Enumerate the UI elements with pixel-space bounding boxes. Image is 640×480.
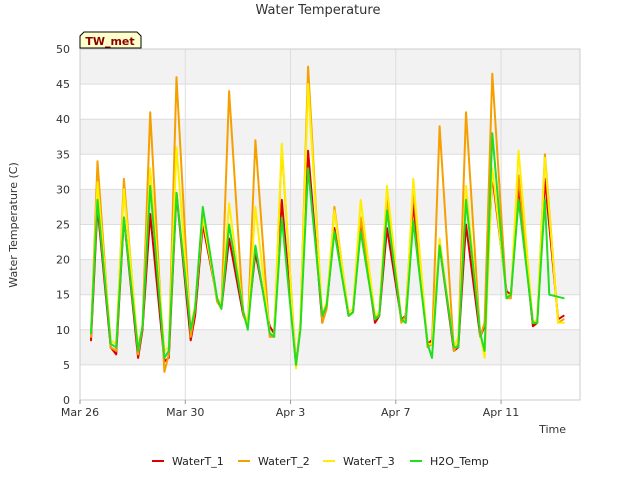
y-tick-label: 35: [56, 148, 70, 161]
y-tick-label: 40: [56, 113, 70, 126]
plot-band: [80, 364, 580, 400]
y-tick-label: 25: [56, 219, 70, 232]
legend-label: WaterT_3: [343, 455, 395, 468]
x-tick-label: Mar 30: [166, 406, 204, 419]
x-tick-label: Apr 11: [483, 406, 520, 419]
legend-label: H2O_Temp: [430, 455, 489, 468]
x-tick-label: Mar 26: [61, 406, 99, 419]
plot-band: [80, 329, 580, 365]
chart-title: Water Temperature: [256, 3, 381, 18]
y-tick-label: 50: [56, 43, 70, 56]
y-tick-label: 30: [56, 183, 70, 196]
x-tick-label: Apr 7: [381, 406, 411, 419]
y-tick-label: 0: [63, 394, 70, 407]
plot-band: [80, 84, 580, 120]
station-label-box: TW_met: [79, 31, 142, 49]
y-tick-label: 10: [56, 324, 70, 337]
x-axis-ticks: Mar 26 Mar 30 Apr 3 Apr 7 Apr 11: [61, 400, 519, 419]
y-tick-label: 15: [56, 289, 70, 302]
legend-label: WaterT_1: [172, 455, 224, 468]
y-tick-label: 20: [56, 254, 70, 267]
series-line-h2o-temp: [90, 132, 565, 366]
y-tick-label: 45: [56, 78, 70, 91]
plot-band: [80, 119, 580, 155]
legend: WaterT_1 WaterT_2 WaterT_3 H2O_Temp: [152, 455, 489, 468]
y-axis-ticks: 0 5 10 15 20 25 30 35 40 45 50: [56, 43, 70, 407]
x-tick-label: Apr 3: [276, 406, 306, 419]
legend-label: WaterT_2: [258, 455, 310, 468]
plot-band: [80, 294, 580, 330]
y-axis-label: Water Temperature (C): [7, 162, 20, 287]
plot-frame: [79, 48, 581, 401]
station-label: TW_met: [85, 35, 134, 48]
y-tick-label: 5: [63, 359, 70, 372]
x-axis-label: Time: [538, 423, 566, 436]
series-lines: [90, 65, 565, 373]
plot-band: [80, 49, 580, 85]
